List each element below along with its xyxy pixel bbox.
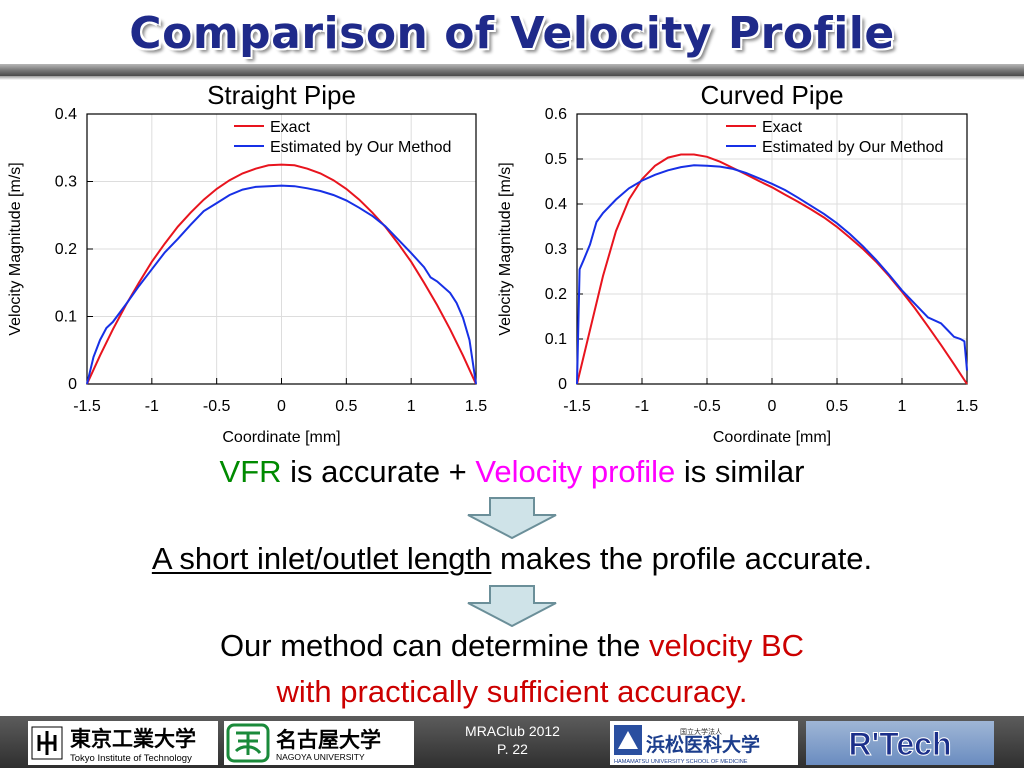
hamamatsu-logo: 国立大学法人 浜松医科大学 HAMAMATSU UNIVERSITY SCHOO… <box>610 721 798 765</box>
vfr-term: VFR <box>219 454 282 489</box>
footer-event: MRAClub 2012 <box>465 723 560 739</box>
y-tick-label: 0.1 <box>545 331 567 348</box>
y-axis-label: Velocity Magnitude [m/s] <box>497 162 514 335</box>
y-tick-label: 0.4 <box>545 196 567 213</box>
nagoya-name-en: NAGOYA UNIVERSITY <box>276 752 365 762</box>
inlet-text: makes the profile accurate. <box>491 541 873 576</box>
hamamatsu-name-jp: 浜松医科大学 <box>646 733 760 756</box>
legend-entry: Estimated by Our Method <box>270 139 451 156</box>
chart-curved-pipe: Curved Pipe -1.5 -1 -0.5 0 0.5 1 1.5 0 0.1 0.2 0.3 0… <box>497 80 978 446</box>
x-tick-label: 1 <box>898 398 907 415</box>
title-rule <box>0 64 1024 80</box>
legend-entry: Exact <box>762 119 803 136</box>
series-line-estimated <box>86 184 477 385</box>
x-tick-label: -0.5 <box>693 398 721 415</box>
hamamatsu-name-en: HAMAMATSU UNIVERSITY SCHOOL OF MEDICINE <box>614 759 748 765</box>
velocity-profile-term: Velocity profile <box>475 454 676 489</box>
hamamatsu-top-jp: 国立大学法人 <box>680 727 722 736</box>
y-tick-label: 0.1 <box>55 309 77 326</box>
vfr-text: is accurate + <box>281 454 476 489</box>
x-tick-label: 0.5 <box>335 398 357 415</box>
nagoya-name-jp: 名古屋大学 <box>276 728 381 752</box>
chart-title: Curved Pipe <box>700 80 843 110</box>
statement-method: Our method can determine the velocity BC <box>0 628 1024 664</box>
velocity-bc-term: velocity BC <box>649 628 805 663</box>
inlet-term: A short inlet/outlet length <box>151 541 492 576</box>
tokyo-tech-name-jp: 東京工業大学 <box>70 727 196 751</box>
x-tick-label: 1 <box>407 398 416 415</box>
x-tick-label: 1.5 <box>956 398 978 415</box>
x-tick-label: -1.5 <box>563 398 591 415</box>
hamamatsu-emblem-icon <box>614 725 642 755</box>
x-axis-label: Coordinate [mm] <box>222 429 340 446</box>
y-tick-label: 0.4 <box>55 106 77 123</box>
y-tick-label: 0.2 <box>55 241 77 258</box>
method-text: Our method can determine the <box>219 628 650 663</box>
similar-text: is similar <box>675 454 805 489</box>
x-tick-label: -1.5 <box>73 398 101 415</box>
y-tick-label: 0 <box>558 376 567 393</box>
slide-title: Comparison of Velocity Profile <box>129 8 895 59</box>
y-tick-label: 0.3 <box>545 241 567 258</box>
chart-straight-pipe: Straight Pipe -1.5 -1 -0.5 0 0.5 1 1.5 0 0.1 0.2 0.… <box>7 80 487 446</box>
nagoya-emblem-icon <box>226 723 270 763</box>
x-tick-label: -0.5 <box>203 398 231 415</box>
rtech-name: R'Tech <box>848 726 951 762</box>
x-tick-label: 0.5 <box>826 398 848 415</box>
footer-page-number: P. 22 <box>497 741 528 757</box>
down-arrow-icon <box>467 497 557 539</box>
rtech-logo: R'Tech <box>806 721 994 765</box>
statement-accuracy: with practically sufficient accuracy. <box>276 674 748 709</box>
chart-title: Straight Pipe <box>207 80 356 110</box>
x-tick-label: 0 <box>768 398 777 415</box>
legend-entry: Estimated by Our Method <box>762 139 943 156</box>
x-tick-label: -1 <box>635 398 649 415</box>
y-tick-label: 0.3 <box>55 174 77 191</box>
down-arrow-icon <box>467 585 557 627</box>
tokyo-tech-emblem-icon <box>31 726 63 760</box>
legend-entry: Exact <box>270 119 311 136</box>
y-axis-label: Velocity Magnitude [m/s] <box>7 162 24 335</box>
y-tick-label: 0.2 <box>545 286 567 303</box>
y-tick-label: 0.5 <box>545 151 567 168</box>
y-tick-label: 0.6 <box>545 106 567 123</box>
y-tick-label: 0 <box>68 376 77 393</box>
x-tick-label: -1 <box>145 398 159 415</box>
footer-info: MRAClub 2012 P. 22 <box>440 722 585 758</box>
x-tick-label: 1.5 <box>465 398 487 415</box>
statement-inlet: A short inlet/outlet length makes the pr… <box>0 541 1024 577</box>
tokyo-tech-name-en: Tokyo Institute of Technology <box>70 753 192 764</box>
tokyo-tech-logo: 東京工業大学 Tokyo Institute of Technology <box>28 721 218 765</box>
x-tick-label: 0 <box>277 398 286 415</box>
x-axis-label: Coordinate [mm] <box>713 429 831 446</box>
statement-vfr: VFR is accurate + Velocity profile is si… <box>0 454 1024 490</box>
nagoya-logo: 名古屋大学 NAGOYA UNIVERSITY <box>224 721 414 765</box>
series-line-estimated <box>576 164 968 385</box>
series-line-exact <box>86 163 477 385</box>
